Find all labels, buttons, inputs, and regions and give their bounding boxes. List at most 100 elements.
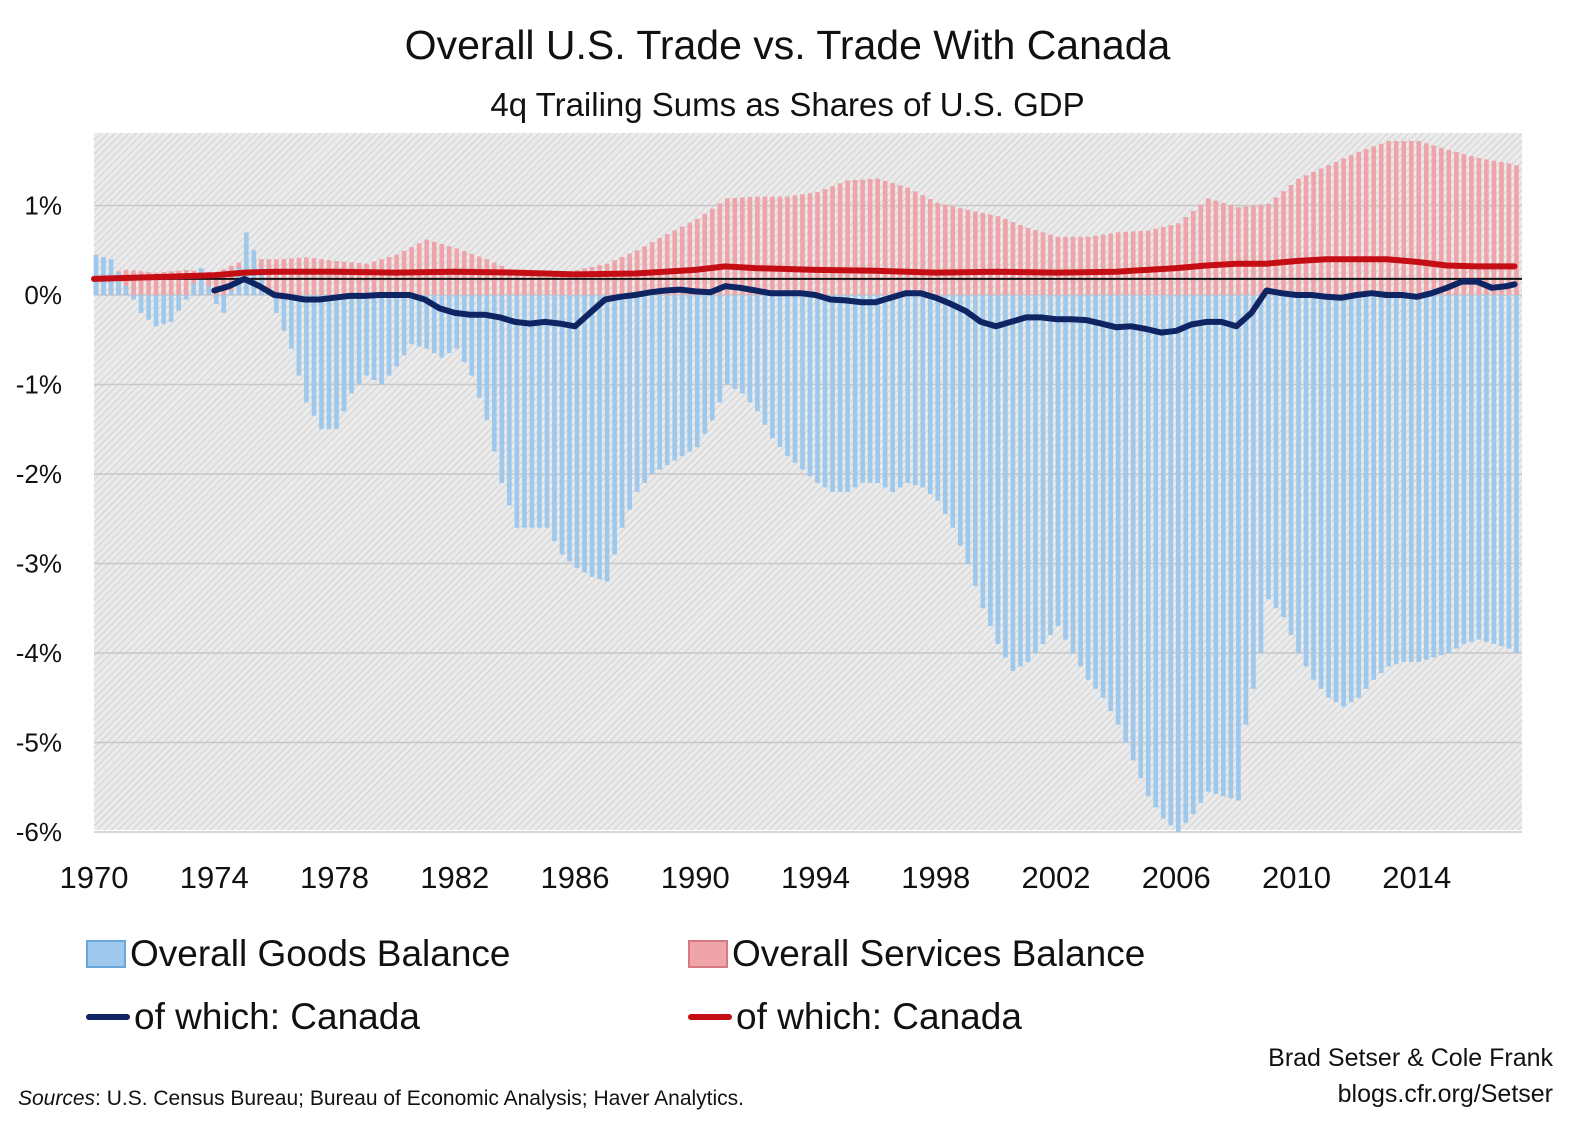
sources-text: : U.S. Census Bureau; Bureau of Economic… — [95, 1087, 745, 1110]
goods-bar — [800, 295, 805, 470]
services-bar — [1356, 151, 1361, 295]
goods-bar — [890, 295, 896, 492]
services-bar — [1363, 149, 1369, 295]
goods-bar — [995, 295, 1001, 645]
goods-bar — [499, 295, 505, 483]
legend-goods-label: Overall Goods Balance — [130, 933, 511, 974]
goods-bar — [183, 295, 189, 300]
goods-bar — [116, 272, 121, 295]
goods-bar — [401, 295, 407, 356]
goods-bar — [416, 295, 422, 347]
services-bar — [1273, 197, 1279, 295]
goods-bar — [965, 295, 971, 564]
goods-bar — [206, 286, 212, 295]
services-bar — [1108, 233, 1113, 295]
goods-bar — [905, 295, 911, 483]
services-bar — [724, 198, 730, 295]
goods-bar — [394, 295, 399, 367]
sources-note: Sources: U.S. Census Bureau; Bureau of E… — [18, 1087, 744, 1111]
services-bar — [702, 213, 708, 295]
services-bar — [582, 268, 587, 295]
x-tick-label: 1986 — [541, 860, 610, 895]
goods-bar — [740, 295, 745, 394]
goods-bar — [296, 295, 302, 376]
services-bar — [379, 259, 384, 295]
goods-bar — [1311, 295, 1316, 680]
goods-bar — [131, 295, 136, 300]
services-bar — [980, 213, 986, 295]
services-bar — [612, 260, 617, 295]
services-bar — [1506, 163, 1512, 295]
goods-bar — [461, 295, 467, 363]
services-bar — [1100, 234, 1106, 295]
services-bar — [1469, 156, 1474, 295]
goods-bar — [785, 295, 790, 457]
goods-bar — [1416, 295, 1422, 662]
services-bar — [1318, 168, 1324, 295]
goods-bar — [281, 295, 287, 331]
goods-bar — [1514, 295, 1519, 653]
services-bar — [1251, 205, 1256, 295]
y-tick-label: 1% — [24, 191, 62, 221]
services-bar — [732, 197, 738, 295]
services-bar — [1010, 222, 1016, 295]
goods-bar — [386, 295, 392, 376]
services-bar — [319, 259, 324, 295]
goods-bar — [1145, 295, 1151, 797]
goods-bar — [529, 295, 535, 528]
goods-bar — [213, 295, 219, 304]
services-bar — [213, 272, 219, 295]
goods-bar — [1206, 295, 1211, 792]
services-bar — [1033, 230, 1038, 295]
services-bar — [755, 196, 760, 295]
goods-bar — [1243, 295, 1249, 725]
services-bar — [1018, 224, 1023, 295]
services-bar — [537, 275, 542, 295]
services-bar — [679, 226, 685, 295]
x-tick-label: 1974 — [180, 860, 249, 895]
services-bar — [589, 266, 595, 295]
services-bar — [1416, 141, 1422, 295]
goods-bar — [1273, 295, 1279, 609]
goods-bar — [1003, 295, 1008, 658]
services-bar — [1288, 184, 1294, 295]
services-bar — [988, 214, 993, 295]
chart-subtitle: 4q Trailing Sums as Shares of U.S. GDP — [490, 86, 1085, 123]
goods-bar — [649, 295, 655, 474]
services-bar — [1040, 232, 1046, 295]
services-bar — [597, 265, 602, 295]
services-bar — [424, 239, 430, 295]
goods-bar — [1296, 295, 1301, 653]
services-bar — [1258, 204, 1264, 295]
sources-label: Sources — [18, 1087, 96, 1110]
goods-bar — [153, 295, 159, 327]
services-bar — [867, 179, 873, 295]
services-bar — [777, 196, 783, 295]
services-bar — [942, 204, 948, 295]
services-bar — [304, 257, 309, 295]
x-tick-label: 2006 — [1142, 860, 1211, 895]
goods-bar — [431, 295, 437, 354]
services-bar — [183, 269, 189, 295]
services-bar — [740, 197, 745, 295]
goods-bar — [672, 295, 678, 461]
services-bar — [800, 194, 805, 295]
services-bar — [1078, 236, 1083, 295]
goods-bar — [950, 295, 956, 528]
services-bar — [717, 203, 723, 295]
services-bar — [687, 222, 693, 295]
services-bar — [228, 265, 234, 295]
services-bar — [664, 234, 670, 295]
services-bar — [1123, 231, 1128, 295]
services-bar — [1491, 160, 1497, 295]
services-canada-line — [91, 256, 1518, 282]
goods-bar — [146, 295, 151, 320]
services-bar — [927, 199, 933, 295]
goods-bar — [559, 295, 565, 555]
goods-bar — [198, 268, 204, 295]
goods-bar — [289, 295, 294, 349]
services-bar — [529, 274, 535, 295]
goods-bar — [409, 295, 414, 345]
goods-bar — [326, 295, 332, 430]
services-bar — [1281, 191, 1286, 295]
